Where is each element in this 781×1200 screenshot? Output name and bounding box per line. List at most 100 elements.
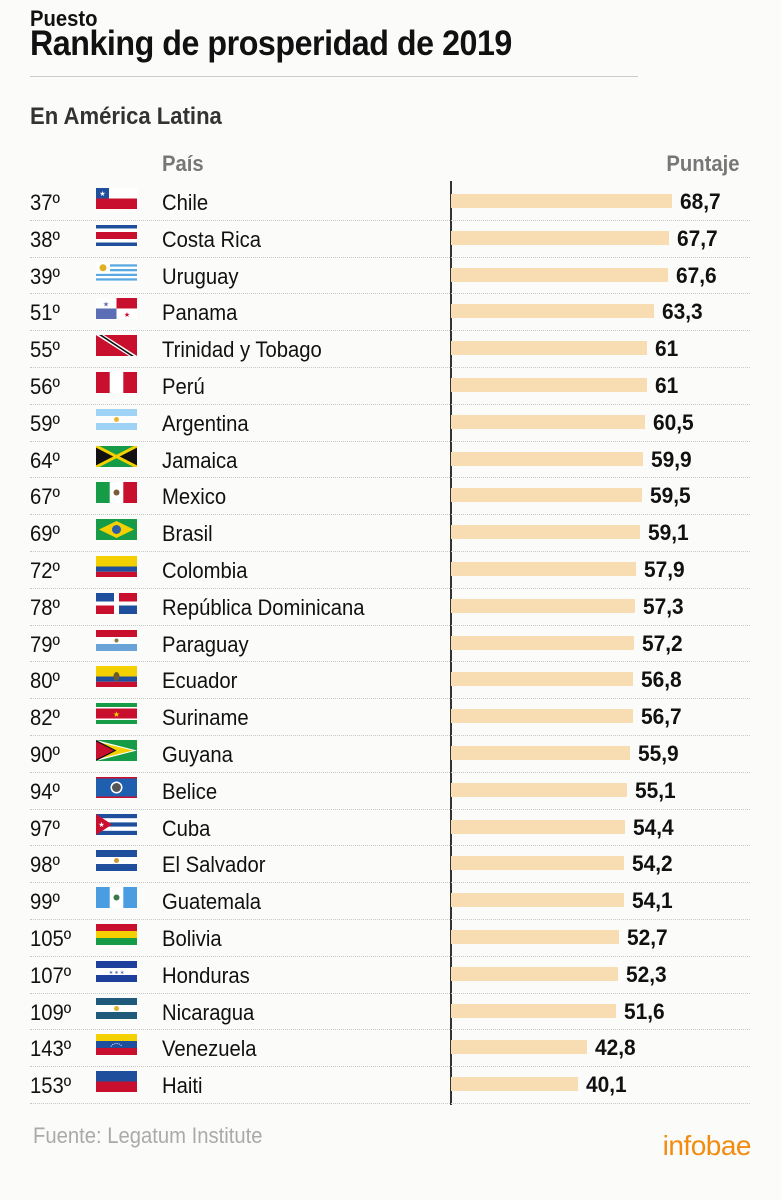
- score-value: 57,2: [642, 630, 683, 656]
- score-value: 40,1: [585, 1072, 627, 1098]
- ranking-table: 37º ★ Chile 68,7 38º Costa Rica 67,7 39º Uruguay…: [30, 184, 750, 1104]
- score-bar: [451, 488, 642, 503]
- score-bar: [451, 672, 633, 687]
- country-name: República Dominicana: [162, 594, 365, 620]
- score-value: 67,6: [676, 262, 718, 288]
- svg-text:★: ★: [113, 710, 120, 719]
- ecuador-flag-icon: [96, 666, 137, 688]
- svg-text:★: ★: [99, 190, 105, 198]
- country-name: Argentina: [162, 410, 249, 436]
- country-name: Brasil: [162, 521, 213, 547]
- table-row: 109º Nicaragua 51,6: [30, 994, 750, 1031]
- rank-label: 72º: [30, 557, 60, 583]
- chart-subtitle: En América Latina: [30, 103, 222, 130]
- score-bar: [451, 1077, 578, 1092]
- country-name: Nicaragua: [162, 999, 255, 1025]
- rank-label: 94º: [30, 778, 60, 804]
- score-bar: [451, 598, 635, 613]
- score-value: 55,1: [635, 777, 676, 803]
- score-value: 57,3: [642, 593, 684, 619]
- score-bar: [451, 304, 655, 319]
- argentina-flag-icon: [96, 408, 137, 430]
- country-name: Colombia: [162, 557, 248, 583]
- svg-text:★: ★: [124, 311, 130, 319]
- table-row: 56º Perú 61: [30, 368, 750, 405]
- score-bar: [451, 525, 641, 540]
- chile-flag-icon: ★: [96, 188, 137, 209]
- rank-label: 59º: [30, 410, 60, 436]
- country-name: Honduras: [162, 962, 250, 988]
- haiti-flag-icon: [96, 1071, 137, 1093]
- table-row: 98º El Salvador 54,2: [30, 846, 750, 884]
- score-value: 59,9: [651, 446, 692, 472]
- rank-label: 67º: [30, 484, 60, 510]
- rank-label: 56º: [30, 373, 60, 399]
- country-name: Belice: [162, 778, 218, 804]
- score-value: 67,7: [676, 225, 718, 251]
- rank-label: 38º: [30, 226, 60, 252]
- table-row: 51º ★ ★ Panama 63,3: [30, 294, 750, 332]
- country-name: Trinidad y Tobago: [162, 337, 322, 363]
- table-row: 59º Argentina 60,5: [30, 405, 750, 442]
- colombia-flag-icon: [96, 555, 137, 577]
- score-bar: [451, 230, 669, 245]
- nicaragua-flag-icon: [96, 997, 137, 1019]
- score-bar: [451, 709, 633, 724]
- score-value: 59,1: [648, 520, 690, 546]
- svg-text:★: ★: [98, 821, 104, 829]
- table-row: 37º ★ Chile 68,7: [30, 184, 750, 221]
- source-note: Fuente: Legatum Institute: [33, 1123, 263, 1148]
- belize-flag-icon: [96, 776, 137, 798]
- score-bar: [451, 635, 635, 650]
- score-bar: [451, 819, 625, 834]
- country-name: Costa Rica: [162, 226, 261, 252]
- country-name: Suriname: [162, 705, 249, 731]
- table-row: 55º Trinidad y Tobago 61: [30, 331, 750, 368]
- score-bar: [451, 929, 620, 944]
- title-divider: [30, 76, 638, 77]
- table-row: 64º Jamaica 59,9: [30, 442, 750, 479]
- rank-label: 37º: [30, 190, 60, 215]
- score-bar: [451, 966, 619, 981]
- table-row: 72º Colombia 57,9: [30, 552, 750, 589]
- score-value: 57,9: [644, 556, 686, 582]
- bolivia-flag-icon: [96, 923, 137, 945]
- jamaica-flag-icon: [96, 445, 137, 467]
- rank-label: 99º: [30, 889, 60, 915]
- score-value: 51,6: [623, 998, 665, 1024]
- honduras-flag-icon: ∗ ∗ ∗: [96, 960, 137, 982]
- column-header-rank: Puesto: [30, 6, 98, 31]
- table-row: 99º Guatemala 54,1: [30, 883, 750, 920]
- score-value: 42,8: [594, 1035, 636, 1061]
- rank-label: 78º: [30, 594, 60, 620]
- paraguay-flag-icon: [96, 629, 137, 651]
- score-bar: [451, 194, 673, 208]
- rank-label: 82º: [30, 705, 60, 731]
- rank-label: 107º: [30, 962, 72, 988]
- table-row: 38º Costa Rica 67,7: [30, 221, 750, 258]
- country-name: Perú: [162, 373, 205, 399]
- rank-label: 105º: [30, 925, 72, 951]
- country-name: El Salvador: [162, 852, 266, 878]
- score-value: 54,4: [632, 814, 674, 840]
- score-value: 56,7: [640, 704, 682, 730]
- table-row: 79º Paraguay 57,2: [30, 626, 750, 663]
- table-row: 67º Mexico 59,5: [30, 478, 750, 516]
- column-header-country: País: [162, 151, 204, 176]
- table-row: 153º Haiti 40,1: [30, 1067, 750, 1104]
- guyana-flag-icon: [96, 739, 137, 761]
- score-bar: [451, 782, 628, 797]
- score-bar: [451, 745, 630, 760]
- score-bar: [451, 377, 647, 392]
- mexico-flag-icon: [96, 482, 137, 504]
- peru-flag-icon: [96, 371, 137, 393]
- svg-text:∗ ∗ ∗: ∗ ∗ ∗: [109, 970, 124, 976]
- score-value: 61: [654, 336, 678, 362]
- score-value: 54,2: [632, 851, 673, 877]
- rank-label: 79º: [30, 631, 60, 657]
- rank-label: 55º: [30, 337, 60, 363]
- table-row: 105º Bolivia 52,7: [30, 920, 750, 957]
- score-value: 61: [654, 372, 678, 398]
- country-name: Mexico: [162, 484, 227, 510]
- infobae-logo: infobae: [662, 1130, 752, 1161]
